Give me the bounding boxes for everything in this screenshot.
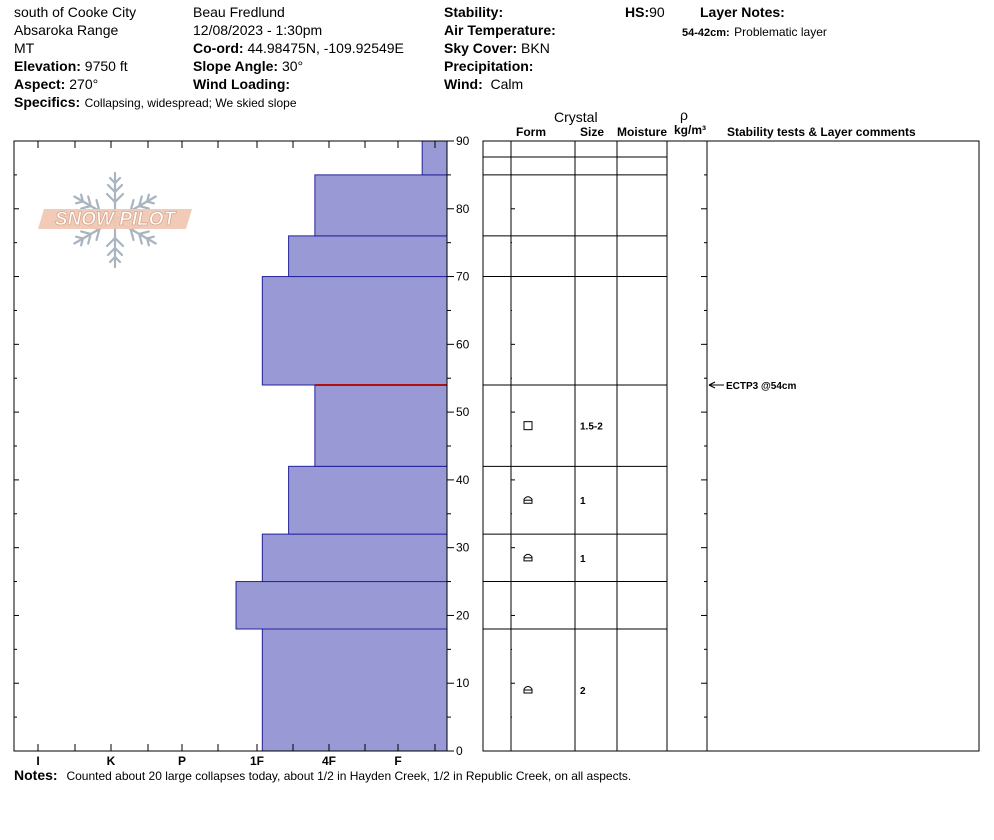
hardness-bar <box>288 465 448 535</box>
aspect: Aspect: 270° <box>14 76 99 92</box>
wind-loading: Wind Loading: <box>193 76 291 92</box>
slope-angle: Slope Angle: 30° <box>193 58 304 74</box>
depth-tick-label: 30 <box>456 541 470 555</box>
logo-text: SNOW PILOT <box>55 209 177 230</box>
snowpilot-logo: SNOW PILOT <box>38 171 192 269</box>
specifics: Specifics: Collapsing, widespread; We sk… <box>14 94 297 110</box>
observer: Beau Fredlund <box>193 4 285 20</box>
state: MT <box>14 40 35 56</box>
depth-tick-label: 10 <box>456 676 470 690</box>
coordinates: Co-ord: 44.98475N, -109.92549E <box>193 40 404 56</box>
depth-tick-label: 60 <box>456 337 470 351</box>
depth-tick-label: 20 <box>456 608 470 622</box>
notes: Notes: Counted about 20 large collapses … <box>14 767 632 783</box>
depth-tick-label: 40 <box>456 473 470 487</box>
hardness-bar <box>261 533 448 583</box>
size-header: Size <box>580 125 605 139</box>
layer-note: 54-42cm: Problematic layer <box>682 25 827 39</box>
depth-hoar-icon <box>523 686 533 694</box>
hardness-bar <box>261 276 448 386</box>
stability-arrowhead <box>708 381 716 389</box>
depth-tick-label: 70 <box>456 270 470 284</box>
hardness-label: K <box>107 754 116 768</box>
density-symbol: ρ <box>680 107 688 123</box>
depth-tick-label: 80 <box>456 202 470 216</box>
depth-tick-label: 50 <box>456 405 470 419</box>
hardness-bar <box>288 235 448 278</box>
grain-size: 1 <box>580 554 586 565</box>
density-unit: kg/m³ <box>674 123 707 137</box>
depth-hoar-icon <box>523 553 533 562</box>
sky-cover: Sky Cover: BKN <box>444 40 550 56</box>
layer-notes-heading: Layer Notes: <box>700 4 785 20</box>
range: Absaroka Range <box>14 22 119 38</box>
table-frame <box>482 140 980 752</box>
hardness-bar <box>261 628 448 752</box>
hardness-label: P <box>178 754 186 768</box>
stability-test: ECTP3 @54cm <box>726 381 796 392</box>
hardness-bar <box>235 581 448 630</box>
hardness-label: F <box>394 754 401 768</box>
grain-size: 1 <box>580 496 586 507</box>
depth-hoar-icon <box>523 496 533 504</box>
hardness-label: 4F <box>322 754 336 768</box>
stability-header: Stability tests & Layer comments <box>727 125 916 139</box>
layer-table: 1.5-2 1 1 2 ECTP3 @54cm <box>482 140 980 752</box>
hardness-label: 1F <box>250 754 264 768</box>
snowflake-icon <box>69 171 161 269</box>
crystal-header: Crystal <box>554 109 598 125</box>
grain-size: 1.5-2 <box>580 422 603 433</box>
depth-tick-label: 90 <box>456 134 470 148</box>
stability: Stability: <box>444 4 504 20</box>
hardness-bar <box>314 174 448 237</box>
grain-size: 2 <box>580 686 586 697</box>
hardness-label: I <box>36 754 39 768</box>
precipitation: Precipitation: <box>444 58 534 74</box>
wind: Wind: Calm <box>444 76 524 92</box>
depth-tick-label: 0 <box>456 744 463 758</box>
location: south of Cooke City <box>14 4 137 20</box>
faceted-crystal-icon <box>523 421 533 431</box>
datetime: 12/08/2023 - 1:30pm <box>193 22 323 38</box>
elevation: Elevation: 9750 ft <box>14 58 128 74</box>
form-header: Form <box>516 125 546 139</box>
snow-height: HS:90 <box>625 4 665 20</box>
hardness-bar <box>314 384 448 467</box>
air-temperature: Air Temperature: <box>444 22 556 38</box>
hardness-profile: 0 10 20 30 40 50 60 70 80 90 I K P 1F 4F F <box>13 134 470 768</box>
moisture-header: Moisture <box>617 125 668 139</box>
